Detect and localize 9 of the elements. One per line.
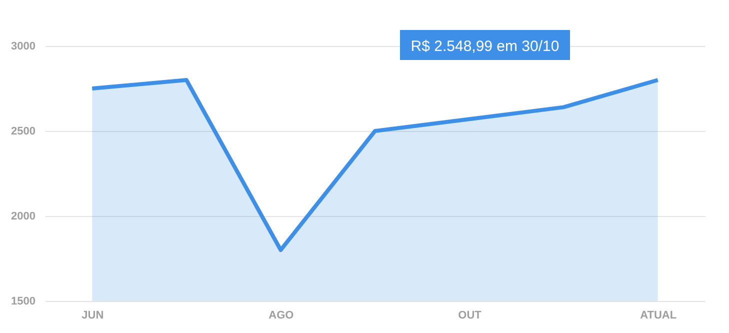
x-tick-label: ATUAL bbox=[640, 310, 677, 322]
x-tick-label: JUN bbox=[82, 310, 104, 322]
y-tick-label: 1500 bbox=[11, 296, 36, 308]
x-tick-label: AGO bbox=[268, 310, 294, 322]
x-tick-label: OUT bbox=[458, 310, 482, 322]
y-tick-label: 3000 bbox=[11, 40, 36, 52]
annotation: R$ 2.548,99 em 30/10 bbox=[410, 38, 560, 55]
y-tick-label: 2000 bbox=[11, 210, 36, 222]
y-tick-label: 2500 bbox=[11, 126, 36, 138]
